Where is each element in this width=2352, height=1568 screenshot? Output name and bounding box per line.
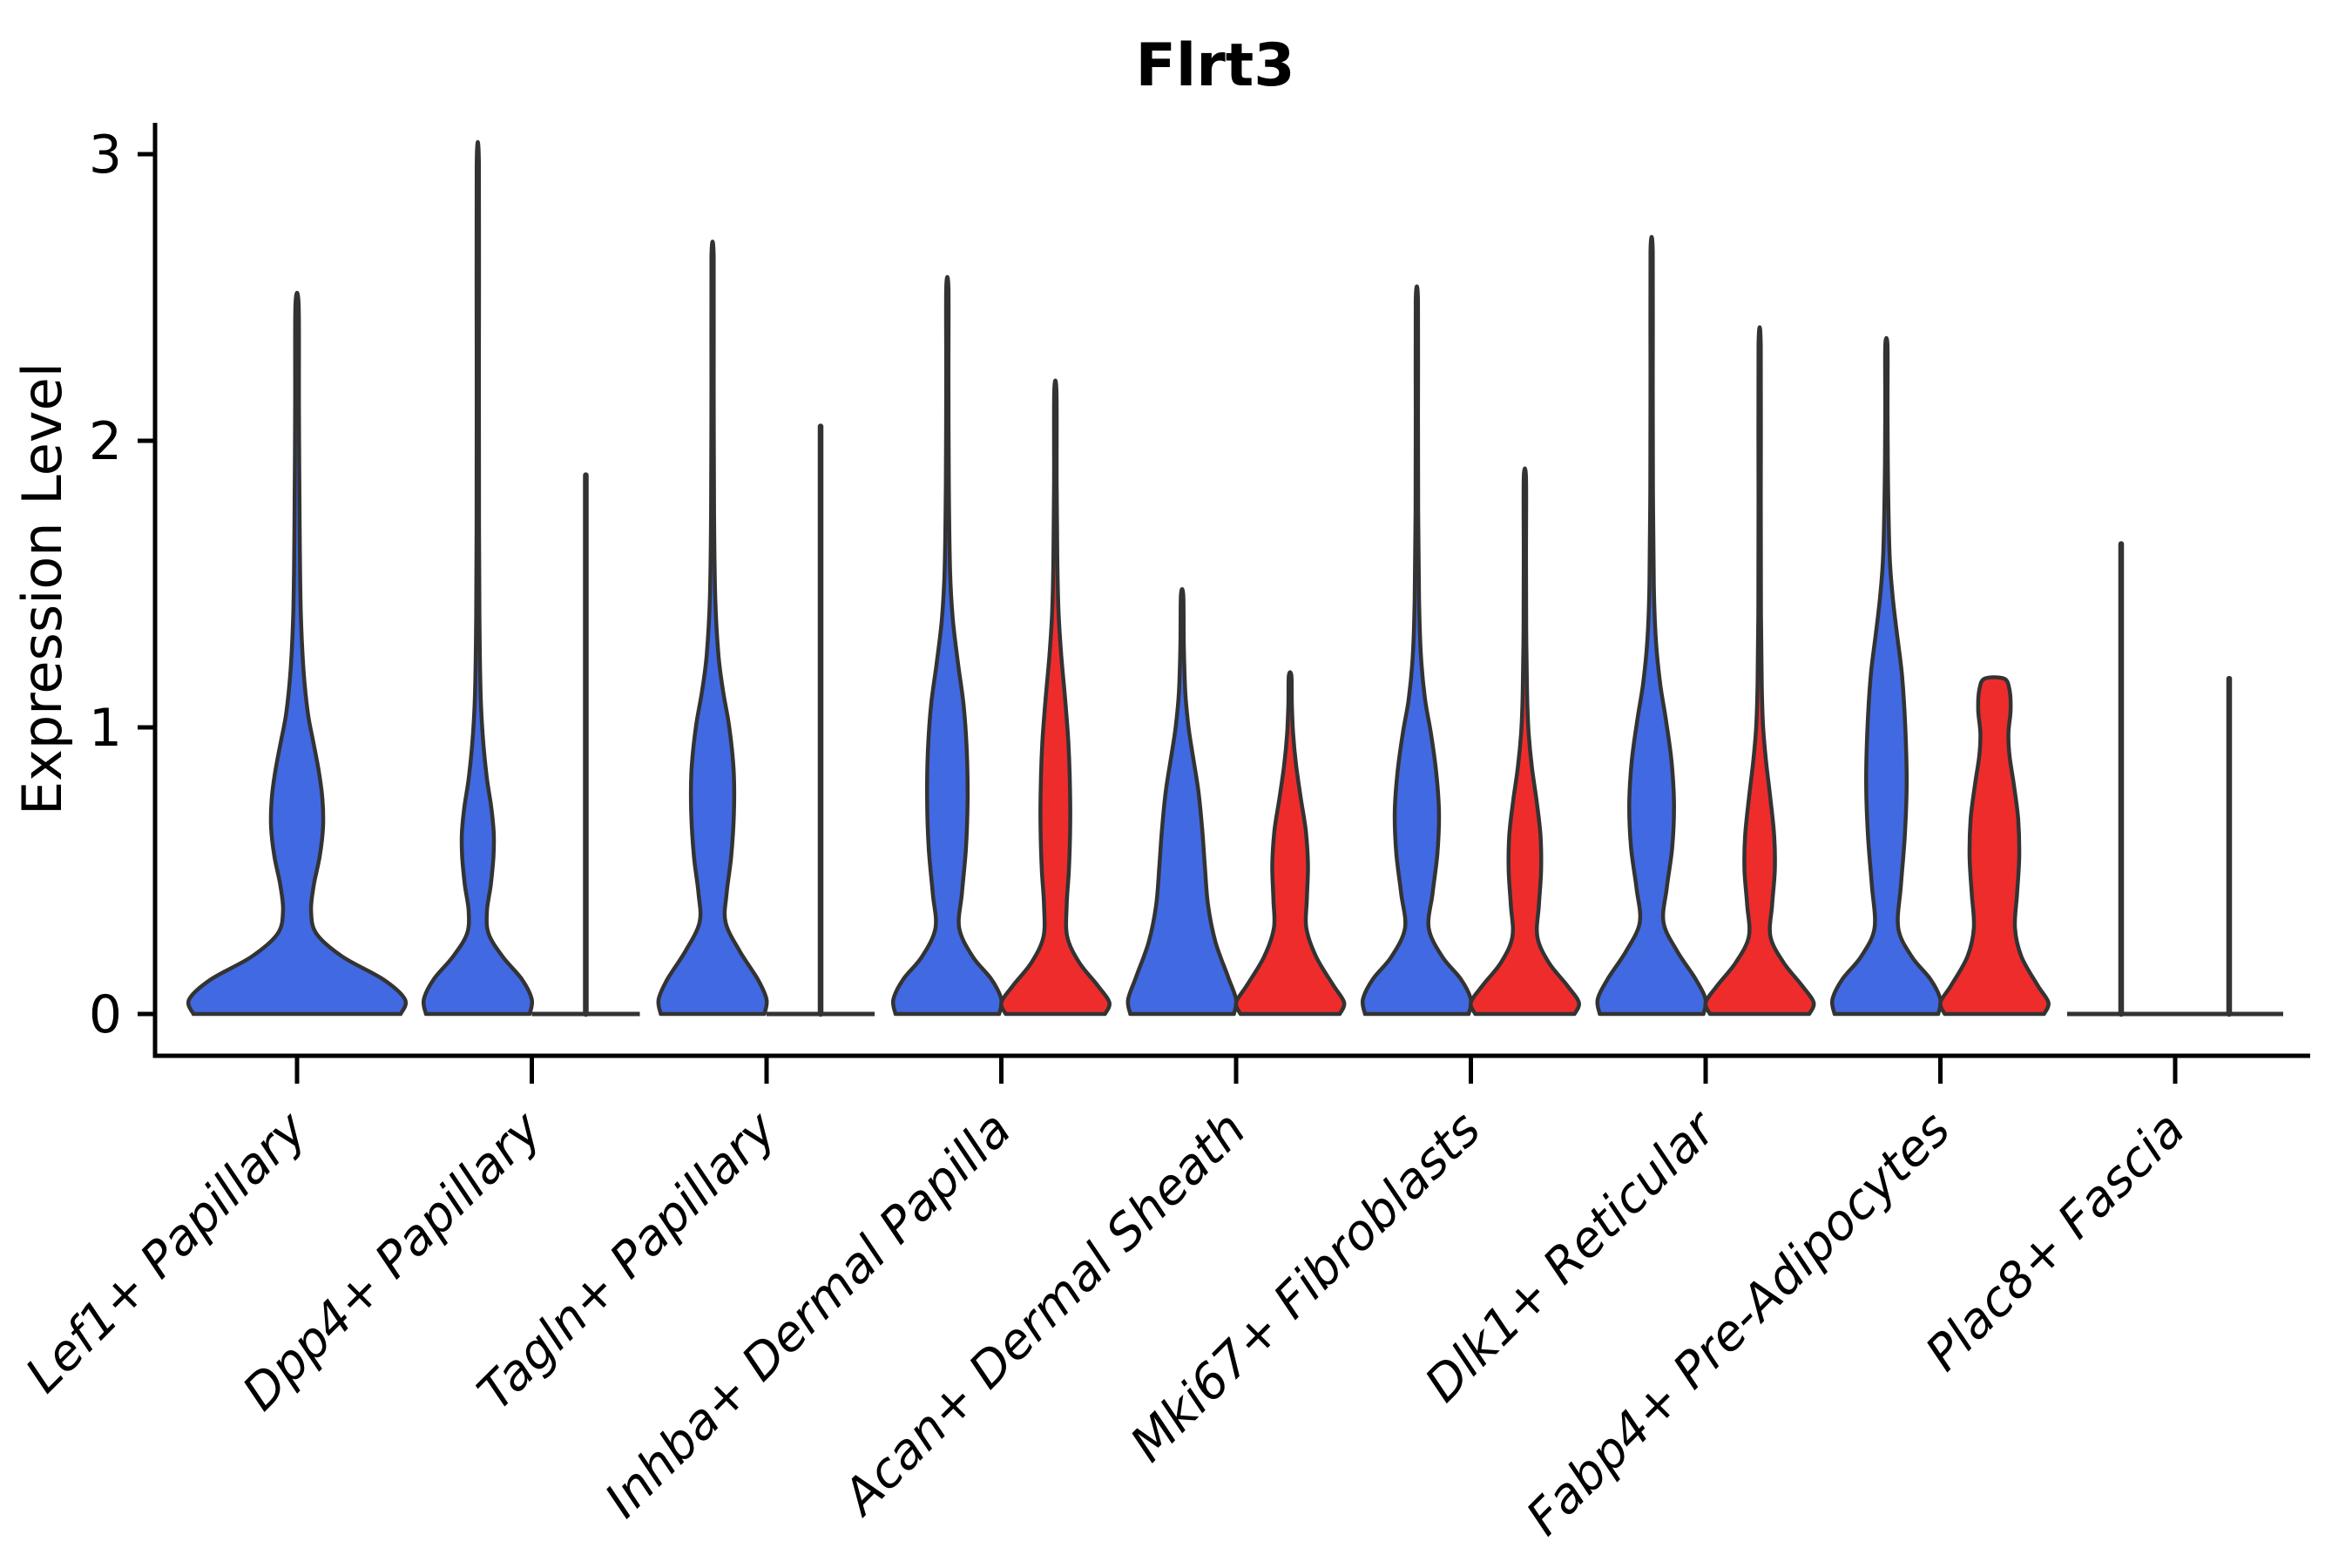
y-tick-label-3: 3 bbox=[89, 125, 122, 186]
violins-layer bbox=[186, 140, 2283, 1017]
violin-blue-3 bbox=[890, 274, 1004, 1017]
y-tick-label-0: 0 bbox=[89, 984, 122, 1045]
x-category-label-7: Fabp4+ Pre-Adipocytes bbox=[1516, 1101, 1961, 1546]
y-tick-label-2: 2 bbox=[89, 411, 122, 472]
violin-blue-4 bbox=[1125, 587, 1239, 1017]
violin-red-6 bbox=[1703, 325, 1816, 1017]
violin-red-5 bbox=[1469, 466, 1581, 1017]
violin-red-4 bbox=[1233, 670, 1347, 1017]
chart-title: Flrt3 bbox=[1135, 31, 1294, 100]
x-category-label-4: Acan+ Dermal Sheath bbox=[831, 1101, 1257, 1527]
violin-red-7 bbox=[1938, 675, 2051, 1017]
violin-blue-5 bbox=[1360, 284, 1474, 1017]
violin-blue-6 bbox=[1595, 234, 1708, 1017]
x-category-label-3: Inhba+ Dermal Papilla bbox=[594, 1101, 1022, 1529]
y-axis-label: Expression Level bbox=[10, 362, 74, 815]
y-tick-label-1: 1 bbox=[89, 698, 122, 759]
violin-blue-7 bbox=[1829, 335, 1943, 1017]
violin-red-3 bbox=[999, 378, 1112, 1017]
violin-blue-2 bbox=[656, 240, 769, 1017]
violin-blue-0 bbox=[186, 290, 409, 1017]
violin-blue-1 bbox=[421, 140, 535, 1017]
